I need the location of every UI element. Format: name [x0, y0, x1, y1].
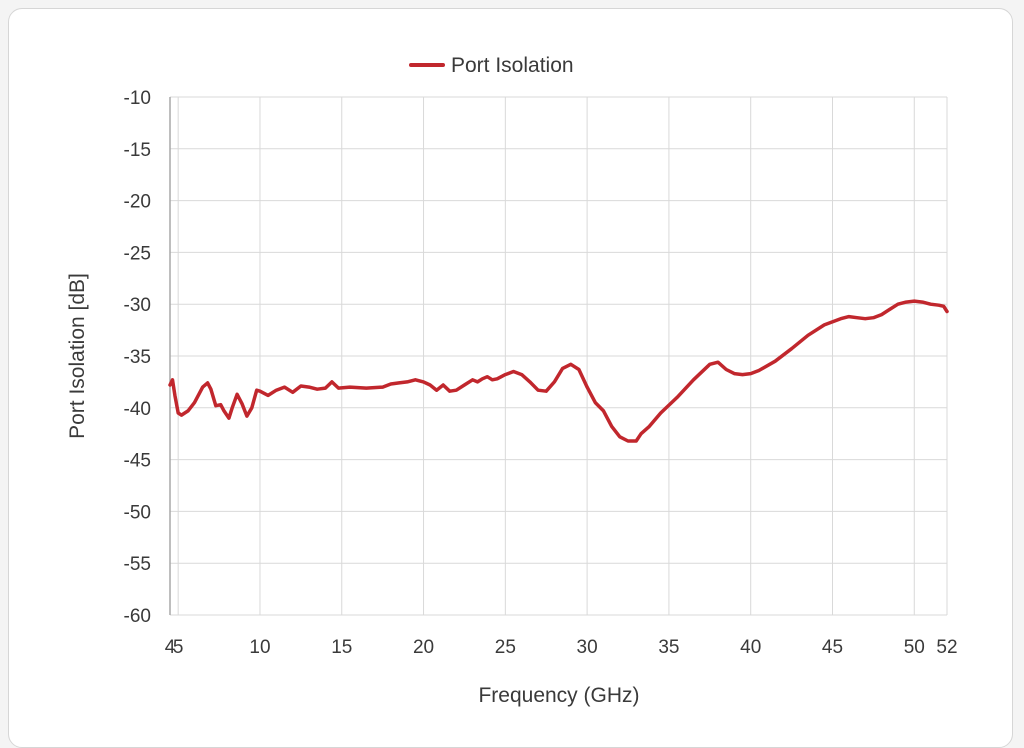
y-tick-label: -45 — [124, 451, 151, 472]
x-tick-label: 35 — [658, 637, 679, 658]
grid — [170, 96, 948, 616]
series-layer — [168, 299, 949, 443]
y-tick-label: -20 — [124, 192, 151, 213]
y-tick-label: -55 — [124, 554, 151, 575]
x-tick-label: 45 — [822, 637, 843, 658]
x-tick-label: 15 — [331, 637, 352, 658]
x-axis-title: Frequency (GHz) — [478, 684, 639, 707]
y-tick-label: -25 — [124, 243, 151, 264]
x-tick-label: 4 — [165, 637, 176, 658]
chart-card — [8, 8, 1013, 748]
series-line-port-isolation — [168, 299, 949, 443]
y-tick-label: -60 — [124, 606, 151, 627]
y-axis-title: Port Isolation [dB] — [66, 273, 89, 439]
x-tick-label: 30 — [577, 637, 598, 658]
y-tick-label: -10 — [124, 88, 151, 109]
y-tick-label: -50 — [124, 502, 151, 523]
x-tick-label: 50 — [904, 637, 925, 658]
x-tick-label: 20 — [413, 637, 434, 658]
x-tick-label: 10 — [249, 637, 270, 658]
axes: -10 -15 -20 -25 -30 -35 -40 -45 -50 -55 -60 45 10 15 2… — [124, 88, 958, 658]
y-tick-label: -35 — [124, 347, 151, 368]
legend: Port Isolation — [409, 54, 574, 77]
x-tick-label: 52 — [936, 637, 957, 658]
y-tick-label: -15 — [124, 140, 151, 161]
x-tick-label: 40 — [740, 637, 761, 658]
legend-label: Port Isolation — [451, 54, 574, 77]
y-tick-label: -30 — [124, 295, 151, 316]
x-tick-label: 5 — [173, 637, 184, 658]
y-tick-label: -40 — [124, 399, 151, 420]
x-tick-label: 25 — [495, 637, 516, 658]
